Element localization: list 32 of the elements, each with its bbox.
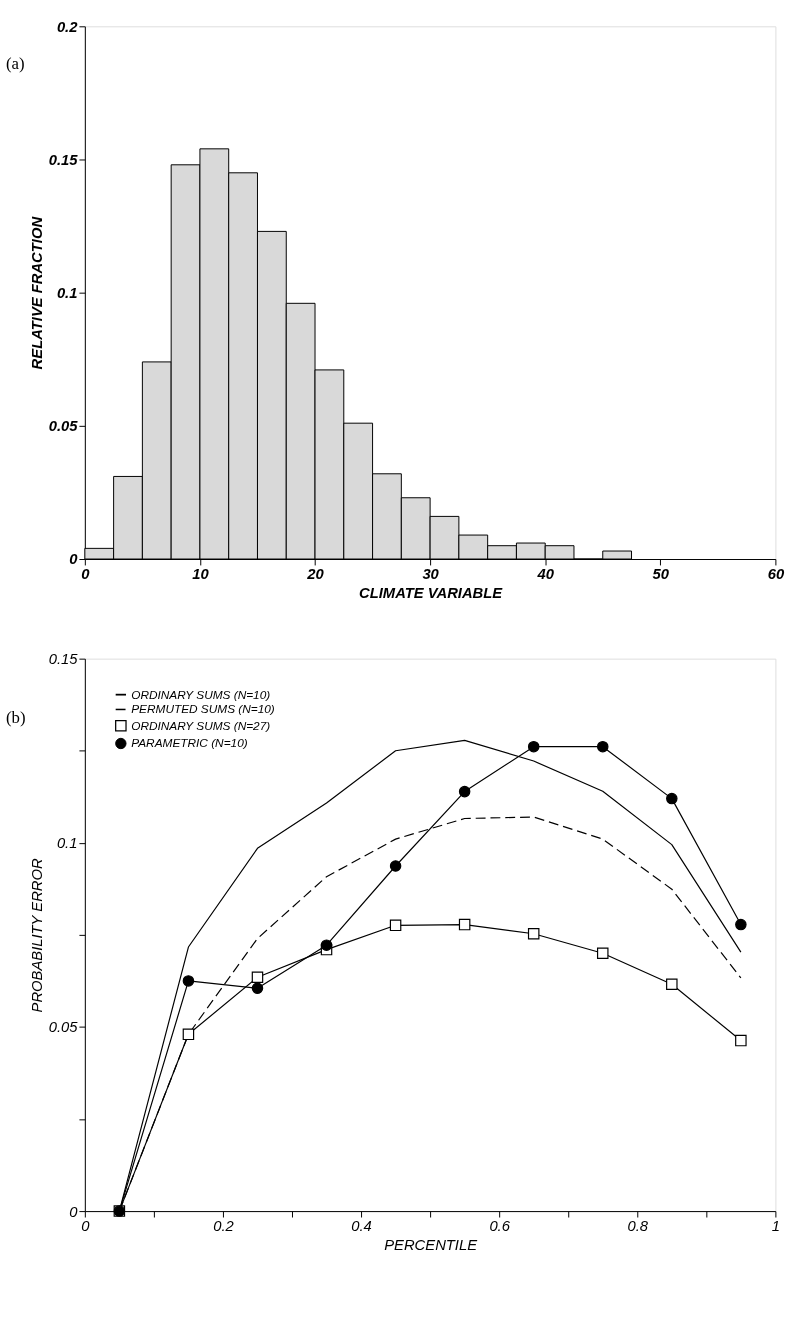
x-axis-title: PERCENTILE xyxy=(384,1237,478,1254)
y-axis-title: PROBABILITY ERROR xyxy=(28,857,45,1013)
text: (b) xyxy=(5,707,26,727)
y-tick-label: 0.1 xyxy=(56,285,78,302)
x-tick-label: 0.6 xyxy=(489,1218,511,1235)
x-tick-label: 20 xyxy=(306,566,325,583)
x-tick-label: 0.8 xyxy=(627,1218,649,1235)
y-tick-label: 0.1 xyxy=(56,835,78,852)
y-axis-title: RELATIVE FRACTION xyxy=(28,216,45,370)
x-tick-label: 0.2 xyxy=(213,1218,234,1235)
x-tick-label: 0 xyxy=(81,1218,91,1235)
legend-label: PERMUTED SUMS (N=10) xyxy=(131,702,275,717)
x-tick-label: 50 xyxy=(652,566,670,583)
x-tick-label: 30 xyxy=(422,566,440,583)
y-tick-label: 0.15 xyxy=(48,651,79,668)
x-tick-label: 10 xyxy=(192,566,210,583)
y-tick-label: 0 xyxy=(69,551,79,568)
y-tick-label: 0.05 xyxy=(48,418,79,435)
x-axis-title: CLIMATE VARIABLE xyxy=(359,584,504,601)
y-tick-label: 0.2 xyxy=(56,18,79,35)
legend-label: PARAMETRIC (N=10) xyxy=(131,736,248,751)
x-tick-label: 0 xyxy=(81,566,91,583)
x-tick-label: 60 xyxy=(767,566,785,583)
legend-label: ORDINARY SUMS (N=10) xyxy=(131,687,271,702)
x-tick-label: 1 xyxy=(771,1218,780,1235)
text: (a) xyxy=(5,53,25,73)
y-tick-label: 0.15 xyxy=(48,151,79,168)
y-tick-label: 0.05 xyxy=(48,1019,79,1036)
legend-label: ORDINARY SUMS (N=27) xyxy=(131,718,271,733)
x-tick-label: 0.4 xyxy=(351,1218,372,1235)
x-tick-label: 40 xyxy=(536,566,555,583)
y-tick-label: 0 xyxy=(69,1203,79,1220)
